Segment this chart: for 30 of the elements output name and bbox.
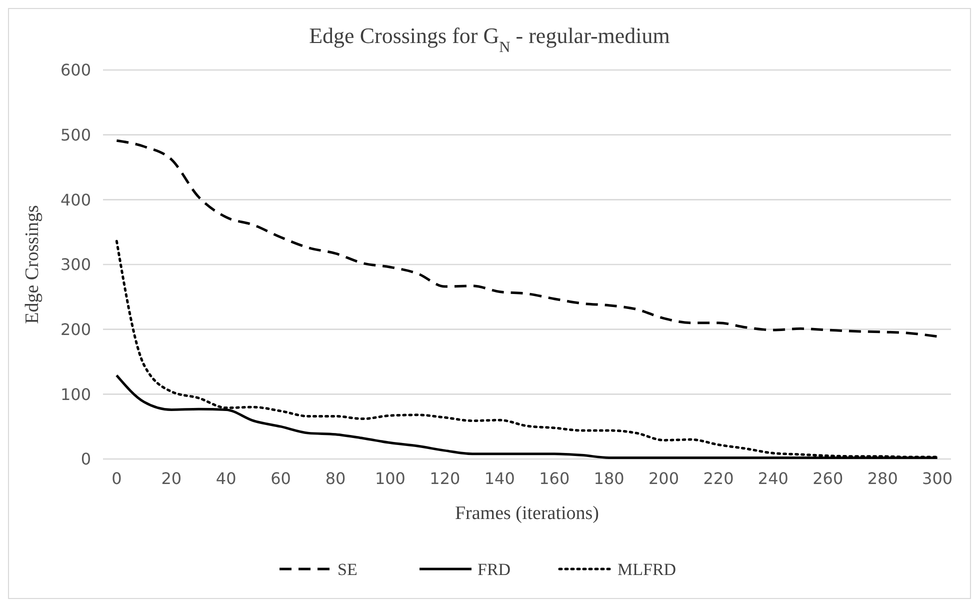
y-tick-label: 400 bbox=[60, 190, 91, 210]
x-tick-label: 80 bbox=[325, 469, 346, 488]
x-tick-label: 40 bbox=[216, 469, 236, 488]
x-tick-label: 140 bbox=[484, 469, 515, 488]
legend-label: SE bbox=[338, 560, 358, 579]
y-axis-title: Edge Crossings bbox=[22, 205, 43, 324]
x-tick-label: 0 bbox=[112, 469, 122, 488]
chart-title: Edge Crossings for G$_{N}$ - regular-medium bbox=[309, 23, 670, 56]
x-tick-label: 180 bbox=[594, 469, 624, 488]
y-tick-label: 100 bbox=[60, 384, 91, 404]
x-axis-title: Frames (iterations) bbox=[454, 503, 600, 524]
y-tick-label: 200 bbox=[60, 320, 91, 339]
x-tick-label: 300 bbox=[922, 469, 953, 488]
legend-label: FRD bbox=[478, 560, 511, 579]
x-tick-label: 120 bbox=[430, 469, 460, 488]
x-tick-label: 260 bbox=[812, 469, 844, 488]
x-tick-label: 220 bbox=[703, 469, 734, 488]
x-tick-label: 100 bbox=[374, 469, 406, 488]
x-tick-label: 200 bbox=[648, 469, 680, 488]
x-tick-label: 280 bbox=[867, 469, 898, 488]
y-tick-label: 600 bbox=[60, 60, 91, 80]
x-tick-label: 60 bbox=[270, 469, 291, 488]
y-tick-label: 300 bbox=[60, 255, 91, 274]
x-tick-label: 160 bbox=[539, 469, 570, 488]
y-tick-label: 0 bbox=[80, 450, 91, 469]
legend-label: MLFRD bbox=[618, 560, 676, 579]
line-series bbox=[115, 139, 939, 338]
y-tick-label: 500 bbox=[60, 125, 91, 144]
x-tick-label: 240 bbox=[758, 469, 788, 488]
x-tick-label: 20 bbox=[161, 469, 182, 488]
